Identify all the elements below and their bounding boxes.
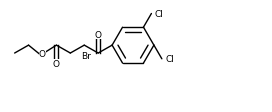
Text: O: O [53, 60, 60, 69]
Text: O: O [95, 30, 102, 39]
Text: Cl: Cl [165, 55, 174, 64]
Text: Br: Br [81, 52, 91, 61]
Text: Cl: Cl [155, 10, 164, 19]
Text: O: O [39, 49, 46, 58]
